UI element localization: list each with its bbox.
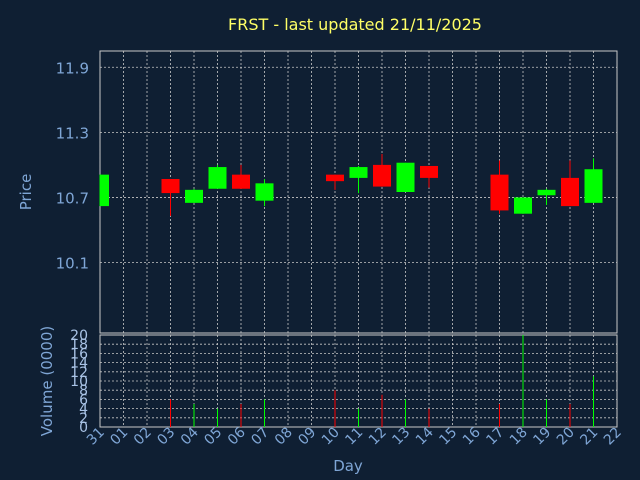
x-tick-label: 13 (389, 425, 413, 449)
volume-tick-label: 16 (70, 346, 88, 362)
candle-body (185, 189, 203, 203)
candle (396, 162, 415, 192)
candle (420, 165, 438, 188)
candle (99, 174, 109, 207)
candle-body (537, 189, 556, 196)
price-tick-label: 10.7 (56, 189, 89, 207)
candle-body (161, 178, 180, 194)
candle-body (232, 174, 250, 189)
x-tick-label: 04 (178, 424, 202, 448)
volume-tick-label: 0 (79, 420, 88, 436)
x-tick-label: 08 (272, 425, 296, 449)
candle (537, 188, 556, 206)
volume-tick-label: 8 (79, 383, 88, 399)
x-tick-label: 02 (131, 425, 155, 449)
candle-body (420, 165, 438, 178)
volume-tick-label: 14 (70, 356, 88, 372)
candle (232, 164, 250, 189)
candle (208, 164, 227, 189)
x-tick-label: 12 (366, 425, 390, 449)
chart-title: FRST - last updated 21/11/2025 (228, 15, 482, 34)
x-tick-label: 17 (483, 425, 507, 449)
candle-body (349, 167, 368, 178)
volume-tick-label: 18 (70, 337, 88, 353)
volume-tick-label: 20 (70, 328, 88, 344)
x-tick-label: 18 (507, 425, 531, 449)
price-panel: 10.1 10.7 11.3 11.9 (56, 50, 618, 334)
price-axis-label: Price (17, 174, 35, 211)
candle (161, 178, 180, 216)
volume-tick-label: 2 (79, 411, 88, 427)
candle-body (514, 197, 532, 214)
candle-body (100, 174, 109, 207)
x-tick-label: 09 (295, 425, 319, 449)
x-axis-label: Day (333, 457, 363, 475)
candle-body (326, 174, 344, 182)
candle-body (490, 174, 509, 211)
x-tick-label: 05 (201, 425, 225, 449)
volume-tick-label: 10 (70, 374, 88, 390)
x-tick-label: 01 (107, 425, 131, 449)
x-tick-label: 16 (460, 424, 484, 448)
candle (255, 178, 274, 207)
x-tick-label: 19 (530, 425, 554, 449)
candle-body (396, 162, 415, 192)
candle (561, 160, 579, 207)
candle-body (561, 177, 579, 207)
candle-body (584, 169, 603, 203)
candle (185, 188, 203, 203)
candle-body (208, 167, 227, 189)
x-axis: 31 01 02 03 04 05 06 07 08 09 10 11 12 13 14 15 16 17 18 19… (84, 424, 625, 448)
volume-tick-label: 12 (70, 365, 88, 381)
candle (490, 160, 509, 214)
x-tick-label: 21 (577, 425, 601, 449)
x-tick-label: 14 (413, 424, 437, 448)
candle (584, 158, 603, 203)
candle (514, 197, 532, 214)
x-tick-label: 10 (319, 425, 343, 449)
x-tick-label: 15 (436, 425, 460, 449)
candle (349, 165, 368, 194)
candle-body (373, 164, 391, 187)
x-tick-label: 06 (225, 424, 249, 448)
candle-body (255, 183, 274, 201)
price-tick-label: 11.3 (56, 124, 89, 142)
x-tick-label: 20 (554, 425, 578, 449)
candle (373, 154, 391, 187)
candle (326, 174, 344, 190)
x-tick-label: 07 (248, 425, 272, 449)
volume-tick-label: 4 (79, 402, 88, 418)
x-tick-label: 22 (601, 425, 625, 449)
volume-tick-label: 6 (79, 392, 88, 408)
volume-axis-label: Volume (0000) (38, 326, 56, 436)
price-tick-label: 10.1 (56, 255, 89, 273)
price-tick-label: 11.9 (56, 59, 89, 77)
x-tick-label: 11 (342, 425, 366, 449)
x-tick-label: 03 (154, 425, 178, 449)
